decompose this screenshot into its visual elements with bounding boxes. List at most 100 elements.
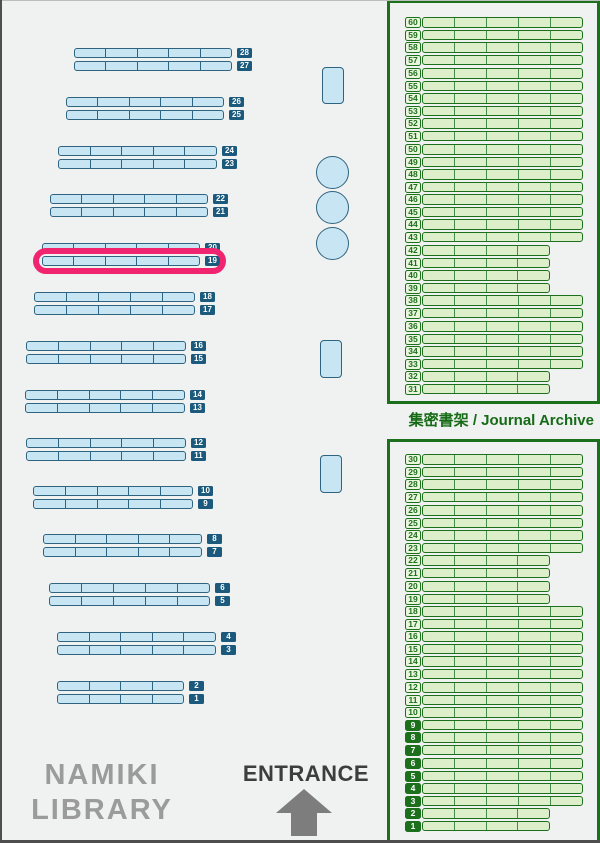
table (320, 455, 342, 493)
shelf-segment (551, 544, 582, 553)
shelf-segment (163, 306, 194, 314)
shelf-segment (487, 94, 519, 103)
shelf-segment (455, 556, 487, 565)
shelf-row (57, 632, 216, 642)
shelf-segment (487, 683, 519, 692)
shelf-segment (423, 796, 455, 806)
shelf-segment (455, 30, 487, 40)
shelf-segment (423, 733, 455, 742)
shelf-number-label: 23 (405, 542, 421, 554)
shelf-segment (487, 283, 519, 293)
shelf-segment (91, 147, 123, 155)
shelf-segment (423, 69, 455, 78)
shelf-segment (423, 232, 455, 242)
table (320, 340, 342, 378)
shelf-segment (519, 708, 551, 717)
shelf-segment (519, 359, 551, 369)
shelf-segment (98, 98, 130, 106)
shelf-row (422, 282, 550, 294)
shelf-segment (487, 809, 519, 818)
shelf-segment (551, 31, 582, 40)
shelf-segment (487, 308, 519, 318)
shelf-number-label: 5 (215, 596, 230, 606)
shelf-segment (519, 619, 551, 629)
shelf-row (422, 118, 583, 129)
shelf-row (422, 181, 583, 193)
shelf-segment (455, 271, 487, 280)
shelf-segment (153, 391, 184, 399)
shelf-row (58, 146, 217, 156)
shelf-number-label: 24 (405, 530, 421, 541)
shelf-row (422, 144, 583, 155)
shelf-row (422, 732, 583, 743)
shelf-row (422, 245, 550, 256)
shelf-segment (487, 30, 519, 40)
shelf-segment (107, 535, 139, 543)
shelf-segment (423, 607, 455, 616)
shelf-segment (487, 455, 519, 464)
shelf-segment (487, 106, 519, 116)
shelf-segment (67, 306, 99, 314)
shelf-row (422, 346, 583, 357)
shelf-segment (455, 106, 487, 116)
shelf-row (26, 341, 186, 351)
shelf-segment (423, 157, 455, 167)
shelf-segment (519, 492, 551, 502)
shelf-segment (423, 207, 455, 217)
shelf-segment (423, 518, 455, 528)
shelf-segment (76, 535, 108, 543)
shelf-segment (153, 682, 184, 690)
shelf-segment (423, 480, 455, 489)
shelf-segment (44, 548, 76, 556)
shelf-number-label: 4 (221, 632, 236, 642)
shelf-segment (455, 157, 487, 167)
shelf-segment (131, 293, 163, 301)
shelf-segment (519, 632, 551, 641)
shelf-segment (551, 797, 582, 806)
shelf-segment (455, 220, 487, 229)
shelf-segment (519, 669, 551, 679)
shelf-segment (423, 43, 455, 52)
shelf-segment (455, 669, 487, 679)
shelf-segment (455, 322, 487, 331)
shelf-number-label: 6 (405, 758, 421, 769)
shelf-segment (487, 506, 519, 515)
shelf-row (422, 668, 583, 680)
shelf-segment (161, 500, 192, 508)
shelf-segment (51, 208, 83, 216)
entrance-label: ENTRANCE (242, 761, 370, 786)
shelf-segment (551, 145, 582, 154)
shelf-number-label: 23 (222, 159, 237, 169)
shelf-segment (518, 385, 549, 394)
shelf-segment (551, 733, 582, 742)
shelf-number-label: 16 (405, 631, 421, 642)
shelf-number-label: 14 (190, 390, 205, 400)
shelf-row (422, 358, 583, 370)
shelf-segment (518, 284, 549, 293)
shelf-segment (121, 646, 153, 654)
shelf-row (422, 93, 583, 104)
shelf-segment (455, 506, 487, 515)
shelf-segment (59, 355, 91, 363)
shelf-segment (519, 94, 551, 103)
shelf-segment (423, 182, 455, 192)
shelf-number-label: 17 (200, 305, 215, 315)
shelf-segment (487, 246, 519, 255)
shelf-number-label: 29 (405, 466, 421, 478)
shelf-row (422, 371, 550, 382)
shelf-number-label: 7 (207, 547, 222, 557)
shelf-segment (139, 535, 171, 543)
shelf-number-label: 1 (189, 694, 204, 704)
shelf-row (57, 694, 184, 704)
shelf-row (422, 719, 583, 731)
journal-archive-top-panel: 60 59 58 57 56 55 54 53 52 51 50 49 48 47 46 45 44 43 42 41… (387, 0, 600, 404)
journal-archive-bottom-panel: 30 29 28 27 26 25 24 23 22 21 20 19 18 17 16 15 14 13 12 11… (387, 439, 600, 843)
shelf-segment (455, 119, 487, 128)
shelf-segment (145, 208, 177, 216)
shelf-segment (519, 720, 551, 730)
shelf-number-label: 17 (405, 618, 421, 630)
shelf-segment (519, 796, 551, 806)
shelf-segment (455, 195, 487, 204)
shelf-segment (91, 439, 123, 447)
shelf-row (50, 194, 208, 204)
